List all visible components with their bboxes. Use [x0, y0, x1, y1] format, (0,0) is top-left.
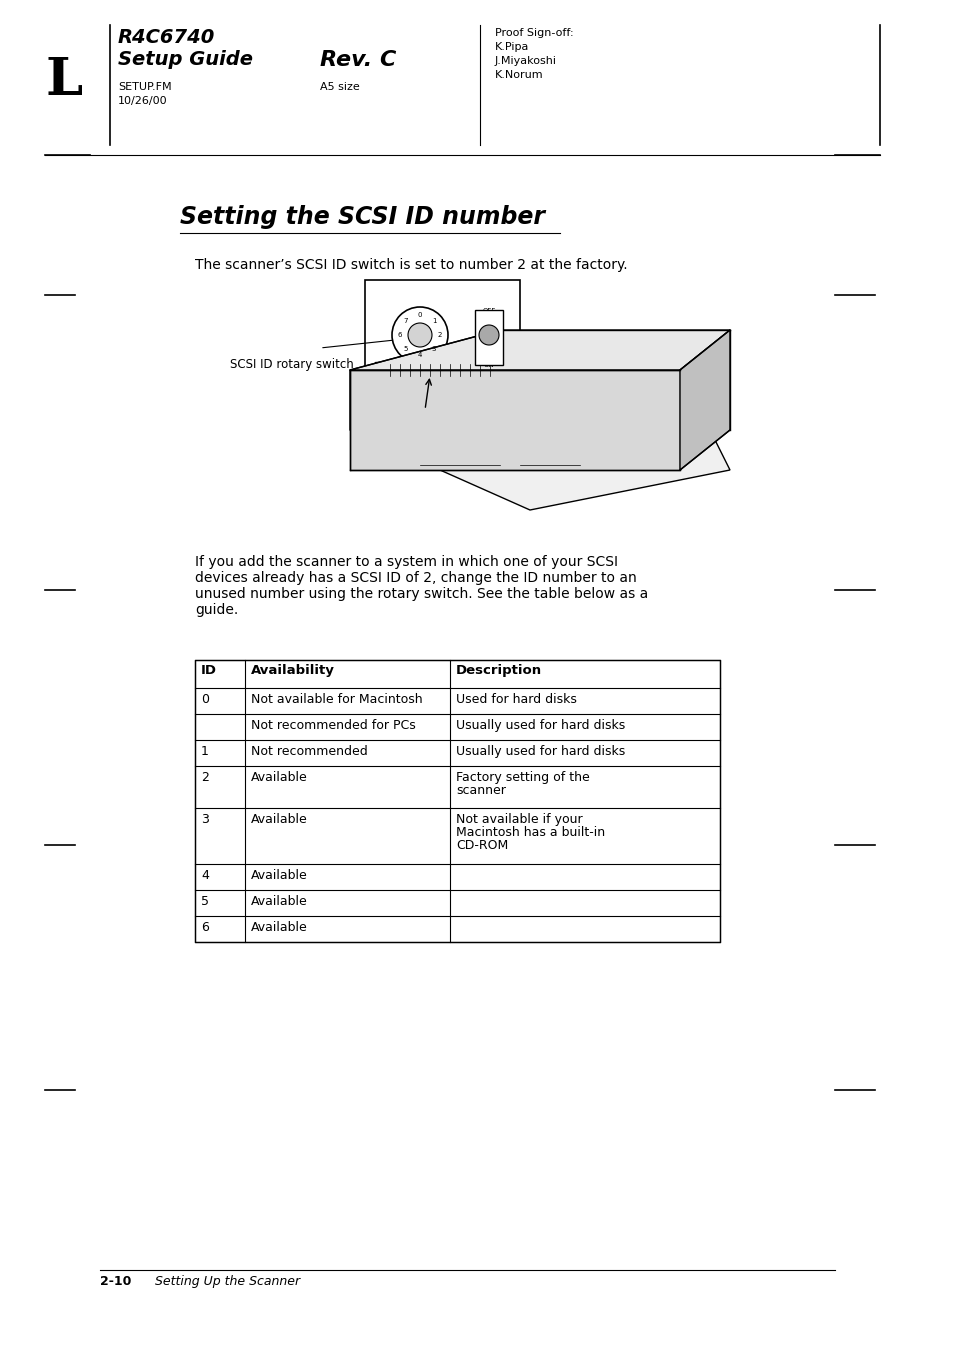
Text: Available: Available: [251, 921, 308, 934]
Text: K.Pipa: K.Pipa: [495, 42, 529, 51]
Text: Proof Sign-off:: Proof Sign-off:: [495, 28, 573, 38]
Text: 5: 5: [403, 346, 408, 353]
Text: 2-10: 2-10: [100, 1275, 132, 1288]
Circle shape: [408, 323, 432, 347]
Text: unused number using the rotary switch. See the table below as a: unused number using the rotary switch. S…: [194, 586, 648, 601]
Text: Not available for Macintosh: Not available for Macintosh: [251, 693, 422, 707]
Polygon shape: [350, 370, 729, 509]
Text: Setting the SCSI ID number: Setting the SCSI ID number: [180, 205, 544, 230]
Text: Setup Guide: Setup Guide: [118, 50, 253, 69]
Circle shape: [478, 326, 498, 345]
Polygon shape: [350, 370, 679, 470]
Text: A5 size: A5 size: [319, 82, 359, 92]
Text: scanner: scanner: [456, 784, 505, 797]
Text: CD-ROM: CD-ROM: [456, 839, 508, 852]
Text: 5: 5: [201, 894, 209, 908]
Bar: [194, 661, 720, 942]
Text: OFF: OFF: [482, 308, 496, 313]
Text: 10/26/00: 10/26/00: [118, 96, 168, 105]
Text: 7: 7: [403, 317, 408, 324]
Text: Description: Description: [456, 663, 541, 677]
Polygon shape: [350, 330, 729, 370]
Text: Used for hard disks: Used for hard disks: [456, 693, 577, 707]
Text: Available: Available: [251, 894, 308, 908]
Bar: [365, 280, 519, 409]
Text: R4C6740: R4C6740: [118, 28, 215, 47]
Text: Not available if your: Not available if your: [456, 813, 582, 825]
Text: 6: 6: [201, 921, 209, 934]
Text: ID: ID: [201, 663, 216, 677]
Text: The scanner’s SCSI ID switch is set to number 2 at the factory.: The scanner’s SCSI ID switch is set to n…: [194, 258, 627, 272]
Text: 2: 2: [437, 332, 442, 338]
Text: L: L: [45, 55, 82, 105]
Text: 1: 1: [201, 744, 209, 758]
Text: 0: 0: [417, 312, 422, 317]
Circle shape: [392, 307, 448, 363]
Bar: [375, 362, 504, 378]
Text: Setting Up the Scanner: Setting Up the Scanner: [154, 1275, 300, 1288]
Text: 6: 6: [397, 332, 402, 338]
Text: Usually used for hard disks: Usually used for hard disks: [456, 744, 624, 758]
Text: SETUP.FM: SETUP.FM: [118, 82, 172, 92]
Text: SCSI ID rotary switch: SCSI ID rotary switch: [230, 358, 354, 372]
Text: 1: 1: [432, 317, 436, 324]
Text: Factory setting of the: Factory setting of the: [456, 771, 589, 784]
Polygon shape: [679, 330, 729, 470]
Text: 3: 3: [201, 813, 209, 825]
Text: Not recommended for PCs: Not recommended for PCs: [251, 719, 416, 732]
Text: Rev. C: Rev. C: [319, 50, 395, 70]
Text: If you add the scanner to a system in which one of your SCSI: If you add the scanner to a system in wh…: [194, 555, 618, 569]
Text: ON: ON: [483, 362, 494, 367]
Text: devices already has a SCSI ID of 2, change the ID number to an: devices already has a SCSI ID of 2, chan…: [194, 571, 636, 585]
Text: Availability: Availability: [251, 663, 335, 677]
Text: K.Norum: K.Norum: [495, 70, 543, 80]
Text: 4: 4: [417, 353, 422, 358]
Text: Usually used for hard disks: Usually used for hard disks: [456, 719, 624, 732]
Text: 2: 2: [201, 771, 209, 784]
Text: Available: Available: [251, 813, 308, 825]
Text: Not recommended: Not recommended: [251, 744, 367, 758]
Text: 0: 0: [201, 693, 209, 707]
Text: J.Miyakoshi: J.Miyakoshi: [495, 55, 557, 66]
Text: Macintosh has a built-in: Macintosh has a built-in: [456, 825, 604, 839]
Text: 4: 4: [201, 869, 209, 882]
Text: guide.: guide.: [194, 603, 238, 617]
Text: 3: 3: [432, 346, 436, 353]
Text: Available: Available: [251, 869, 308, 882]
Text: Available: Available: [251, 771, 308, 784]
Bar: [475, 309, 502, 365]
